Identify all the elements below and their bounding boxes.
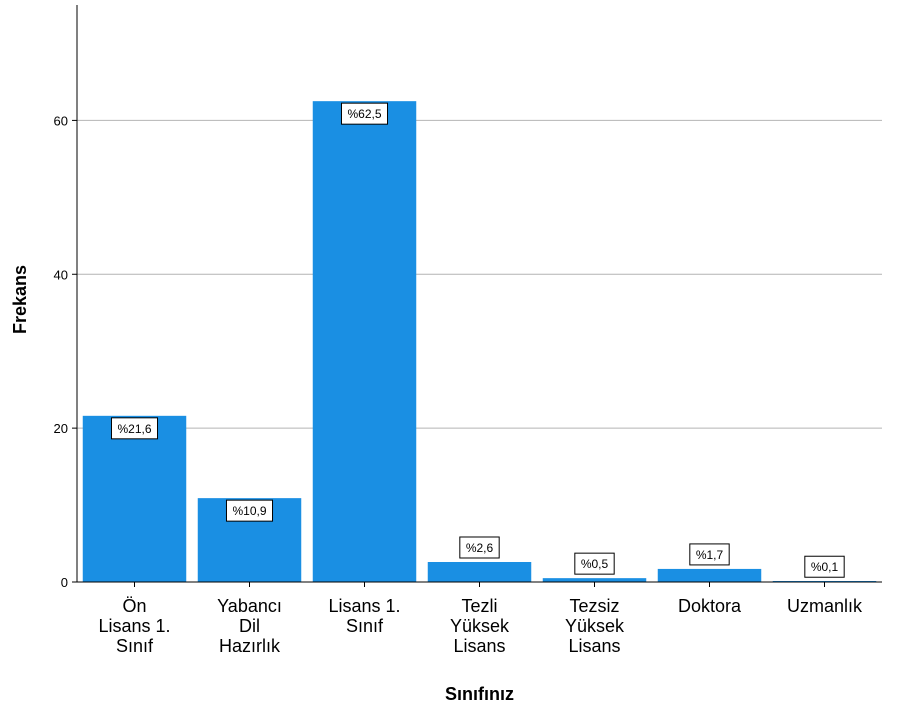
data-label-box xyxy=(574,552,615,575)
bars xyxy=(82,101,877,583)
x-tick-label: Uzmanlık xyxy=(787,596,863,616)
data-label-box xyxy=(689,543,730,566)
y-tick-label: 40 xyxy=(54,267,68,282)
data-label-box xyxy=(340,102,389,125)
axes xyxy=(76,5,882,583)
data-label-text: %62,5 xyxy=(347,107,381,121)
data-label-text: %21,6 xyxy=(117,422,151,436)
x-tick-label: Tezli Yüksek Lisans xyxy=(450,596,510,656)
data-label: %10,9 xyxy=(225,499,274,522)
y-tick-labels: 0 20 40 60 xyxy=(54,113,77,590)
data-label: %0,5 xyxy=(574,552,615,575)
data-label-box xyxy=(459,536,500,559)
data-label-text: %0,1 xyxy=(811,560,839,574)
bar xyxy=(542,578,647,582)
data-labels: %21,6 %10,9 %62,5 %2,6 %0,5 %1,7 %0,1 xyxy=(110,102,845,578)
data-label-text: %1,7 xyxy=(696,548,724,562)
y-tick-label: 60 xyxy=(54,113,68,128)
y-axis-title: Frekans xyxy=(10,265,30,334)
data-label: %62,5 xyxy=(340,102,389,125)
bar xyxy=(427,561,532,582)
data-label: %0,1 xyxy=(804,555,845,578)
data-label-text: %10,9 xyxy=(232,504,266,518)
data-label-text: %0,5 xyxy=(581,557,609,571)
bar xyxy=(657,568,762,582)
y-tick-label: 20 xyxy=(54,421,68,436)
data-label: %1,7 xyxy=(689,543,730,566)
x-tick-label: Ön Lisans 1. Sınıf xyxy=(98,596,170,656)
data-label: %2,6 xyxy=(459,536,500,559)
y-tick-label: 0 xyxy=(61,575,68,590)
data-label-box xyxy=(225,499,274,522)
data-label: %21,6 xyxy=(110,417,159,440)
data-label-box xyxy=(804,555,845,578)
x-tick-label: Tezsiz Yüksek Lisans xyxy=(565,596,625,656)
x-axis-title: Sınıfınız xyxy=(445,684,514,704)
bar xyxy=(82,415,187,582)
x-tick-label: Yabancı Dil Hazırlık xyxy=(217,596,282,656)
data-label-text: %2,6 xyxy=(466,541,494,555)
gridlines xyxy=(77,119,882,429)
x-tick-labels: Ön Lisans 1. Sınıf Yabancı Dil Hazırlık Lisans… xyxy=(98,582,863,656)
x-tick-label: Lisans 1. Sınıf xyxy=(328,596,400,636)
bar xyxy=(312,101,417,583)
data-label-box xyxy=(110,417,159,440)
x-tick-label: Doktora xyxy=(678,596,742,616)
